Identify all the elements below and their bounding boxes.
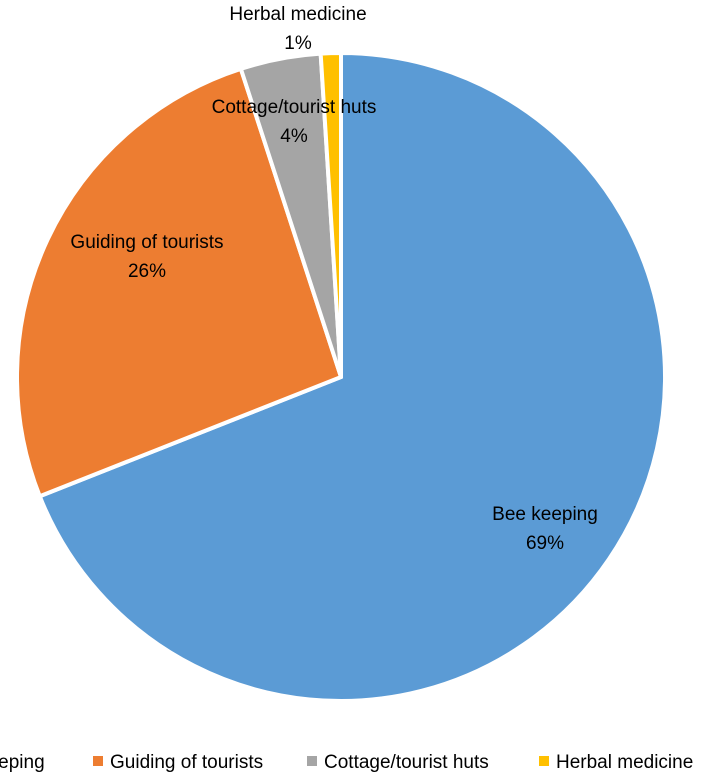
legend-marker	[93, 756, 103, 766]
slice-category-label: Guiding of tourists	[70, 232, 223, 253]
pie-slice-guiding-of-tourists	[15, 66, 343, 499]
legend: Bee keeping Guiding of tourists Cottage/to…	[0, 752, 693, 773]
pie-slices	[15, 51, 667, 703]
slice-percent-label: 26%	[128, 261, 166, 282]
legend-marker	[307, 756, 317, 766]
legend-marker	[539, 756, 549, 766]
slice-labels: Bee keeping 69% Guiding of tourists 26% Cott…	[70, 4, 597, 554]
slice-percent-label: 69%	[526, 533, 564, 554]
slice-percent-label: 4%	[280, 126, 308, 147]
pie-slice-herbal-medicine	[318, 51, 343, 379]
legend-entry: Bee keeping	[0, 752, 45, 773]
legend-entry: Herbal medicine	[556, 752, 693, 773]
pie-slice-bee-keeping	[37, 51, 667, 703]
slice-category-label: Bee keeping	[492, 504, 598, 525]
legend-entry: Cottage/tourist huts	[324, 752, 489, 773]
slice-percent-label: 1%	[284, 33, 312, 54]
slice-category-label: Herbal medicine	[229, 4, 366, 25]
slice-category-label: Cottage/tourist huts	[212, 97, 377, 118]
legend-entry: Guiding of tourists	[110, 752, 263, 773]
